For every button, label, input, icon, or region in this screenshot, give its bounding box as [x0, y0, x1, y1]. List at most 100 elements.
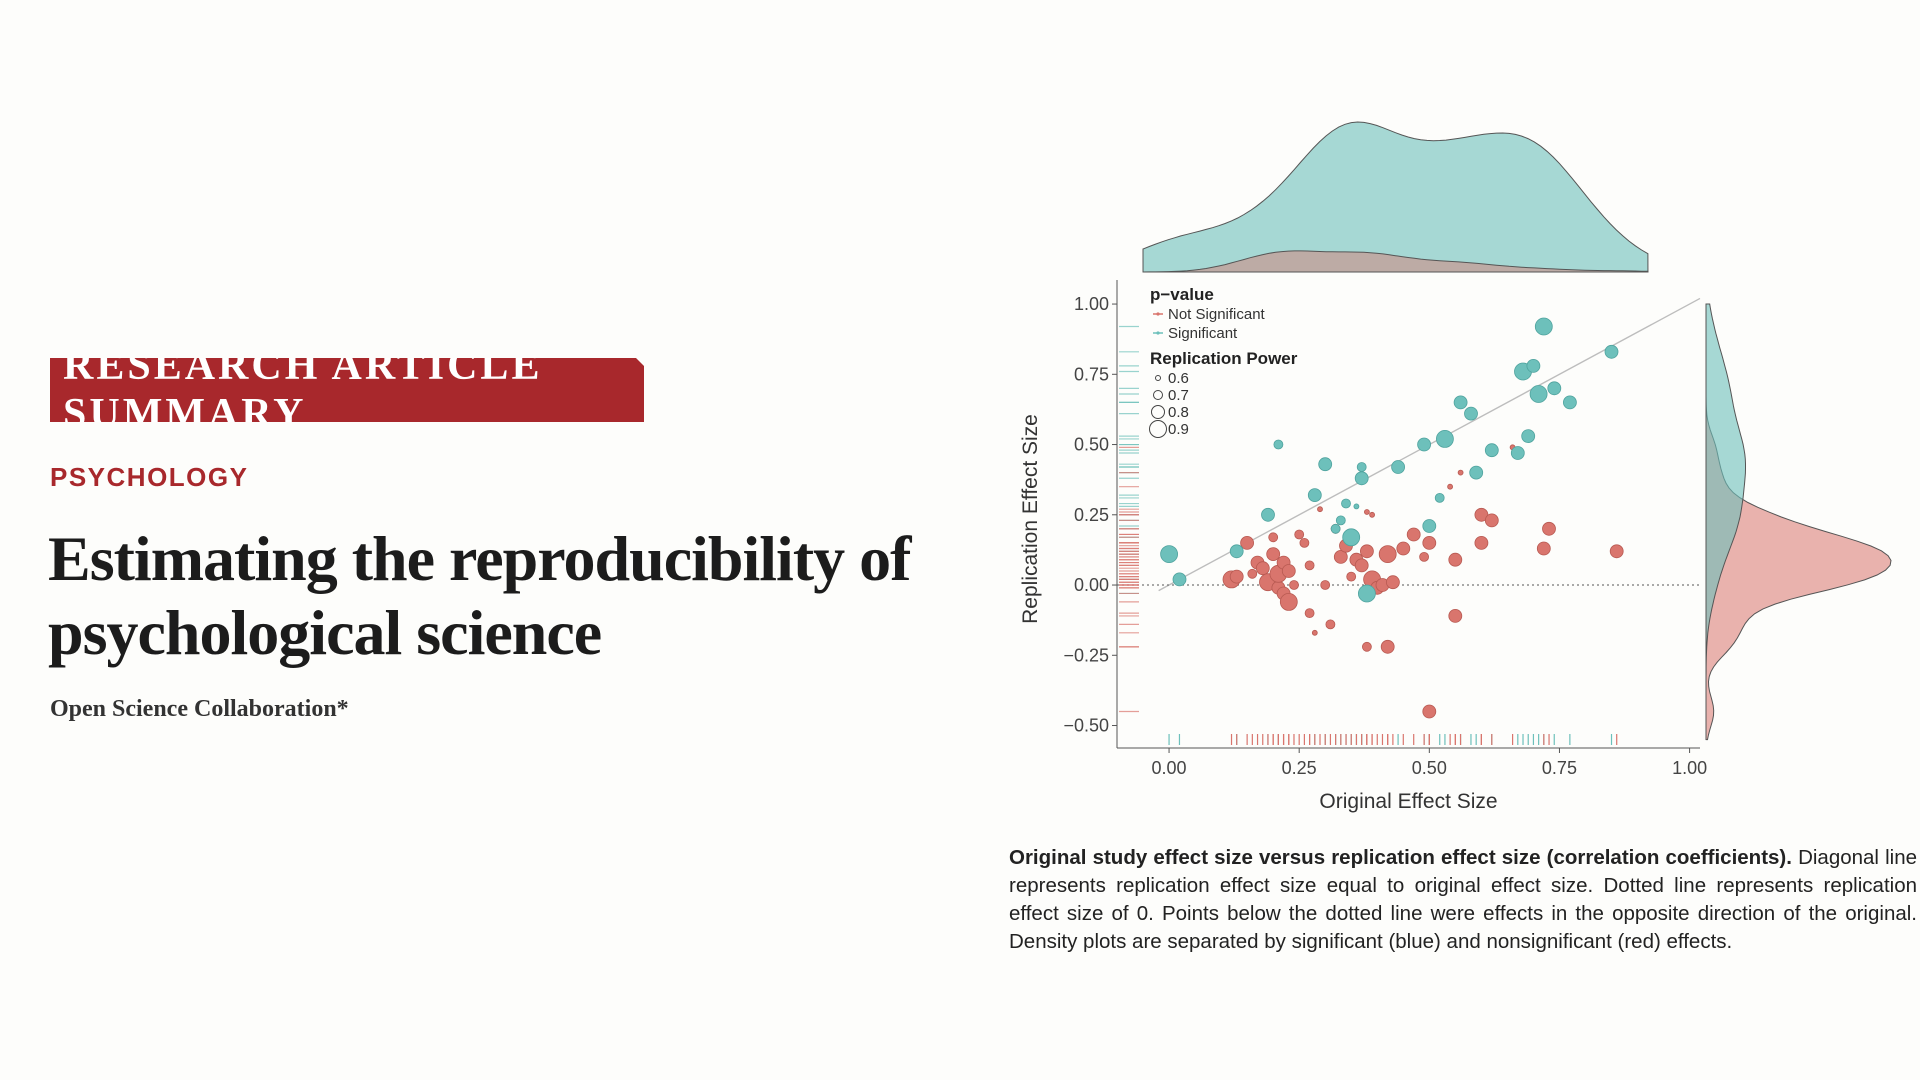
- point-significant: [1318, 457, 1333, 472]
- point-not-significant: [1385, 575, 1400, 590]
- point-not-significant: [1346, 571, 1357, 582]
- caption-title: Original study effect size versus replic…: [1009, 846, 1792, 869]
- point-not-significant: [1294, 529, 1305, 540]
- point-significant: [1172, 572, 1187, 587]
- point-significant: [1273, 439, 1284, 450]
- point-not-significant: [1299, 537, 1310, 548]
- point-not-significant: [1304, 560, 1315, 571]
- point-not-significant: [1380, 639, 1395, 654]
- banner-label: RESEARCH ARTICLE SUMMARY: [63, 343, 543, 437]
- x-tick-label: 0.75: [1542, 758, 1577, 778]
- author-byline: Open Science Collaboration*: [50, 696, 349, 722]
- right-density-plot: [1705, 303, 1892, 741]
- point-significant: [1307, 488, 1322, 503]
- point-not-significant: [1542, 521, 1556, 536]
- point-not-significant: [1396, 541, 1411, 556]
- point-not-significant: [1422, 704, 1437, 719]
- point-significant: [1335, 515, 1346, 526]
- point-not-significant: [1320, 580, 1331, 590]
- point-significant: [1357, 584, 1376, 603]
- point-not-significant: [1333, 549, 1348, 564]
- point-not-significant: [1419, 551, 1430, 562]
- legend-power-key: [1153, 390, 1163, 400]
- point-not-significant: [1361, 641, 1372, 652]
- y-tick-label: −0.25: [1063, 645, 1109, 665]
- point-not-significant: [1240, 535, 1255, 550]
- point-not-significant: [1325, 619, 1336, 630]
- point-not-significant: [1448, 609, 1463, 623]
- legend-power-item: 0.9: [1168, 421, 1189, 438]
- legend-pvalue-dot: [1156, 331, 1160, 335]
- point-significant: [1604, 344, 1619, 359]
- point-not-significant: [1268, 532, 1279, 543]
- y-tick-label: 0.50: [1074, 435, 1109, 455]
- y-axis-label: Replication Effect Size: [1019, 414, 1042, 624]
- section-label: PSYCHOLOGY: [50, 462, 249, 492]
- legend-pvalue-item: Significant: [1168, 325, 1238, 342]
- data-points: [1160, 317, 1624, 719]
- legend-pvalue-dot: [1156, 312, 1160, 316]
- point-not-significant: [1484, 513, 1499, 528]
- point-significant: [1342, 528, 1361, 547]
- y-tick-label: 0.25: [1074, 505, 1109, 525]
- effect-size-scatter-chart: −0.50 −0.25 0.00 0.25 0.50 0.75 1.00 0.00 0.25 0.…: [1019, 121, 1892, 813]
- y-tick-label: −0.50: [1063, 716, 1109, 736]
- x-axis-label: Original Effect Size: [1319, 790, 1497, 813]
- rug-ticks: [1119, 325, 1618, 745]
- article-type-banner: RESEARCH ARTICLE SUMMARY: [50, 358, 644, 422]
- point-significant: [1354, 471, 1369, 486]
- point-significant: [1464, 406, 1478, 421]
- point-not-significant: [1406, 527, 1421, 542]
- point-significant: [1534, 317, 1553, 336]
- point-not-significant: [1304, 608, 1315, 618]
- legend-power-item: 0.8: [1168, 404, 1189, 421]
- point-not-significant: [1229, 569, 1244, 584]
- legend-power-key: [1149, 420, 1167, 438]
- x-tick-label: 0.25: [1282, 758, 1317, 778]
- point-not-significant: [1279, 592, 1298, 611]
- point-significant: [1484, 443, 1499, 458]
- point-not-significant: [1255, 561, 1270, 576]
- point-significant: [1353, 503, 1360, 510]
- legend-pvalue-item: Not Significant: [1168, 306, 1266, 323]
- point-significant: [1529, 385, 1548, 403]
- y-tick-label: 1.00: [1074, 294, 1109, 314]
- point-significant: [1521, 429, 1536, 444]
- y-tick-label: 0.00: [1074, 575, 1109, 595]
- point-significant: [1510, 446, 1525, 460]
- y-tick-label: 0.75: [1074, 364, 1109, 384]
- point-significant: [1417, 437, 1432, 452]
- point-not-significant: [1281, 564, 1296, 578]
- legend-power-item: 0.7: [1168, 387, 1189, 404]
- caption-text: Diagonal line represents replication eff…: [1009, 846, 1918, 953]
- point-significant: [1341, 498, 1351, 509]
- legend-power-key: [1155, 375, 1161, 381]
- point-significant: [1261, 507, 1275, 522]
- point-significant: [1391, 460, 1406, 474]
- point-not-significant: [1474, 535, 1489, 550]
- legend: p−value Not Significant Significant Replica…: [1149, 285, 1298, 438]
- point-not-significant: [1448, 552, 1463, 567]
- point-significant: [1453, 395, 1468, 410]
- density-significant-original: [1142, 121, 1649, 273]
- point-not-significant: [1317, 506, 1323, 513]
- point-not-significant: [1311, 629, 1318, 636]
- density-significant-replication: [1705, 303, 1746, 740]
- article-title: Estimating the reproducibility of psycho…: [48, 523, 911, 668]
- point-not-significant: [1609, 544, 1624, 559]
- top-density-plot: [1142, 121, 1649, 273]
- point-significant: [1330, 523, 1341, 534]
- point-not-significant: [1247, 568, 1258, 579]
- figure-caption: Original study effect size versus replic…: [1009, 844, 1917, 956]
- point-not-significant: [1369, 511, 1376, 518]
- point-significant: [1434, 492, 1445, 503]
- point-not-significant: [1363, 509, 1370, 515]
- density-not-significant-original: [1142, 250, 1649, 273]
- x-tick-label: 1.00: [1672, 758, 1707, 778]
- point-not-significant: [1266, 547, 1281, 562]
- point-significant: [1469, 465, 1484, 480]
- point-significant: [1422, 519, 1437, 533]
- point-significant: [1356, 462, 1367, 472]
- axes: −0.50 −0.25 0.00 0.25 0.50 0.75 1.00 0.00 0.25 0.…: [1019, 280, 1707, 813]
- point-significant: [1435, 429, 1454, 448]
